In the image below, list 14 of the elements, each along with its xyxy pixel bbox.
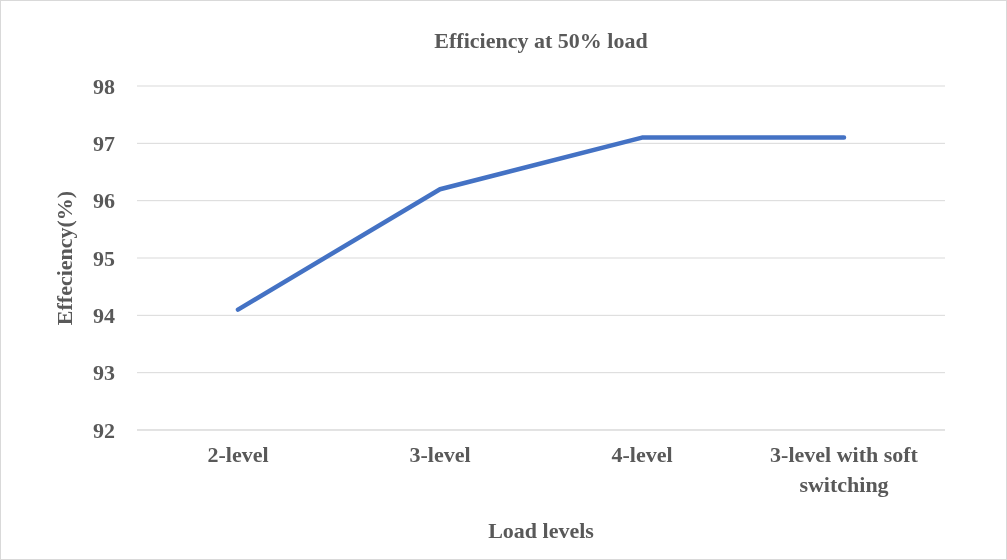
- chart-title: Efficiency at 50% load: [434, 28, 648, 53]
- y-tick-label: 94: [93, 303, 115, 329]
- y-tick-label: 97: [93, 131, 115, 157]
- y-tick-label: 95: [93, 245, 115, 271]
- y-axis-title: Effeciency(%): [52, 190, 77, 326]
- x-tick-label: 3-level with soft switching: [770, 442, 919, 497]
- x-axis-title: Load levels: [488, 518, 595, 543]
- x-tick-label: 3-level: [409, 442, 471, 467]
- x-tick-label: 4-level: [611, 442, 673, 467]
- y-tick-label: 92: [93, 417, 115, 443]
- y-tick-label: 98: [93, 73, 115, 99]
- y-tick-label: 93: [93, 360, 115, 386]
- x-tick-label: 2-level: [207, 442, 269, 467]
- y-tick-label: 96: [93, 188, 115, 214]
